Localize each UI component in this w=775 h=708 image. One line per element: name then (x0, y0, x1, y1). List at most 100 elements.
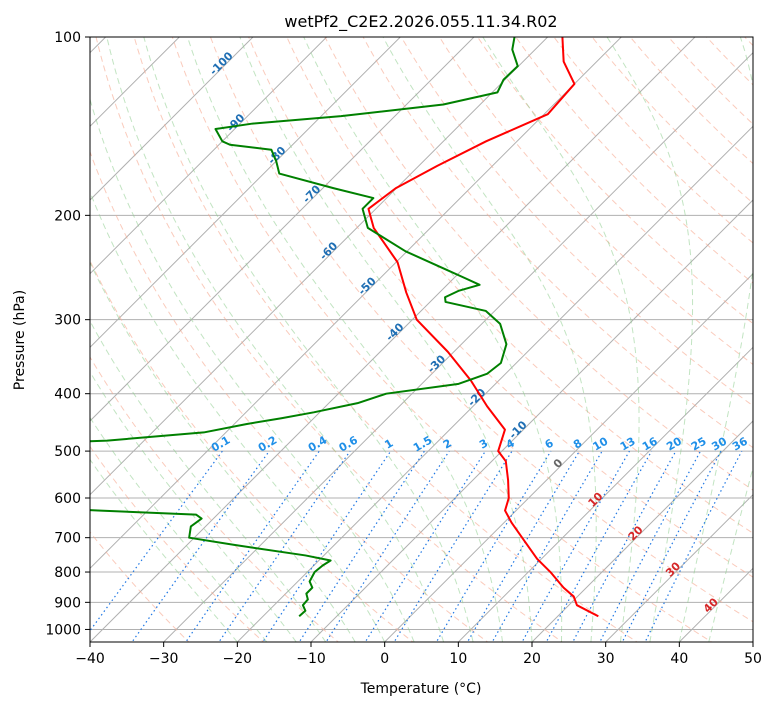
x-tick-label: 0 (380, 651, 389, 667)
y-tick-label: 400 (54, 387, 81, 403)
mixing-ratio-line (393, 450, 513, 642)
mixing-ratio-line (466, 450, 580, 642)
mixing-ratio-line (621, 450, 722, 642)
isotherm-line (90, 37, 549, 496)
isotherm-line (90, 37, 254, 201)
isotherm-label: -60 (317, 239, 340, 262)
isotherm-label: 30 (663, 559, 683, 579)
isotherm-line (0, 10, 59, 654)
y-axis-title: Pressure (hPa) (12, 290, 28, 390)
isotherm-line (90, 37, 181, 128)
x-tick-label: −30 (149, 651, 179, 667)
isotherm-label: -40 (383, 320, 406, 343)
mixing-ratio-line (218, 450, 351, 642)
y-tick-label: 1000 (45, 622, 81, 638)
moist-adiabat (90, 261, 356, 642)
mixing-ratio-label: 2 (441, 437, 454, 452)
dewpoint-line (90, 37, 519, 617)
dry-adiabat (90, 259, 414, 642)
moist-adiabat (678, 37, 753, 642)
isotherm-label: 40 (701, 595, 721, 615)
moist-adiabat (382, 37, 597, 642)
x-tick-label: 20 (523, 651, 541, 667)
isotherm-label: -50 (356, 274, 379, 297)
y-tick-label: 700 (54, 531, 81, 547)
isotherm-line (90, 37, 328, 275)
x-tick-label: 40 (670, 651, 688, 667)
isotherm-line (531, 420, 753, 642)
x-axis-title: Temperature (°C) (360, 681, 482, 697)
mixing-ratio-line (325, 450, 450, 642)
moist-adiabat (708, 465, 753, 642)
dry-adiabat (515, 37, 753, 284)
dry-adiabat (133, 37, 638, 642)
y-tick-label: 800 (54, 565, 81, 581)
dry-adiabat (629, 37, 753, 165)
dry-adiabat (90, 356, 339, 642)
y-tick-label: 900 (54, 595, 81, 611)
dry-adiabat (209, 37, 753, 623)
dry-adiabat (90, 445, 265, 642)
moist-adiabat (90, 458, 238, 642)
mixing-ratio-line (298, 450, 425, 642)
y-tick-label: 200 (54, 208, 81, 224)
dry-adiabat (667, 37, 753, 125)
isotherm-line (752, 641, 753, 642)
moist-adiabat (303, 37, 563, 642)
isotherm-line (310, 199, 753, 642)
dry-adiabat (95, 37, 564, 642)
x-tick-label: −20 (223, 651, 253, 667)
isotherm-line (383, 272, 753, 642)
mixing-ratio-line (262, 450, 392, 642)
plot-frame (89, 36, 754, 643)
y-tick-label: 500 (54, 444, 81, 460)
dry-adiabat (770, 24, 775, 645)
y-tick-label: 300 (54, 313, 81, 329)
dry-adiabat (286, 37, 753, 534)
dry-adiabat (705, 37, 753, 86)
x-tick-label: 10 (449, 651, 467, 667)
chart-title: wetPf2_C2E2.2026.055.11.34.R02 (284, 12, 557, 32)
isotherm-line (90, 37, 696, 642)
mixing-ratio-line (90, 450, 223, 632)
mixing-ratio-line (364, 450, 486, 642)
moist-adiabat (143, 37, 474, 642)
mixing-ratio-line (491, 450, 603, 642)
moist-adiabat (239, 37, 533, 642)
moist-adiabat (90, 416, 268, 642)
moist-adiabat (482, 37, 640, 642)
x-tick-label: 30 (597, 651, 615, 667)
isotherm-label: -100 (207, 49, 236, 78)
dry-adiabat (90, 150, 489, 642)
isotherm-line (457, 346, 753, 642)
moist-adiabat (90, 190, 386, 642)
skewt-background-lines (0, 10, 775, 654)
moist-adiabat (90, 371, 297, 642)
isotherm-line (604, 493, 753, 642)
x-tick-label: 50 (744, 651, 762, 667)
mixing-ratio-line (521, 450, 631, 642)
x-tick-label: −10 (296, 651, 326, 667)
isotherm-line (162, 51, 753, 642)
moist-adiabat (90, 320, 327, 642)
isotherm-label: -30 (425, 352, 448, 375)
dry-adiabat (591, 37, 753, 204)
mixing-ratio-line (435, 450, 552, 642)
moist-adiabat (187, 37, 504, 642)
moist-adiabat (90, 97, 415, 642)
sounding-traces (90, 37, 599, 618)
moist-adiabat (106, 37, 445, 642)
isotherm-line (678, 567, 753, 642)
isotherm-line (236, 125, 753, 642)
mixing-ratio-line (572, 450, 677, 642)
y-tick-label: 600 (54, 491, 81, 507)
isotherm-label: 20 (626, 523, 646, 543)
mixing-ratio-line (644, 450, 743, 642)
axis-ticks: −40 −30 −20 −10 0 10 20 30 40 50 100 200 300 400 500 60… (45, 30, 762, 667)
dry-adiabat (744, 37, 753, 47)
moist-adiabat (606, 37, 694, 642)
dry-adiabat (400, 37, 753, 407)
isotherm-line (90, 37, 475, 422)
isotherm-label: 10 (586, 490, 606, 510)
